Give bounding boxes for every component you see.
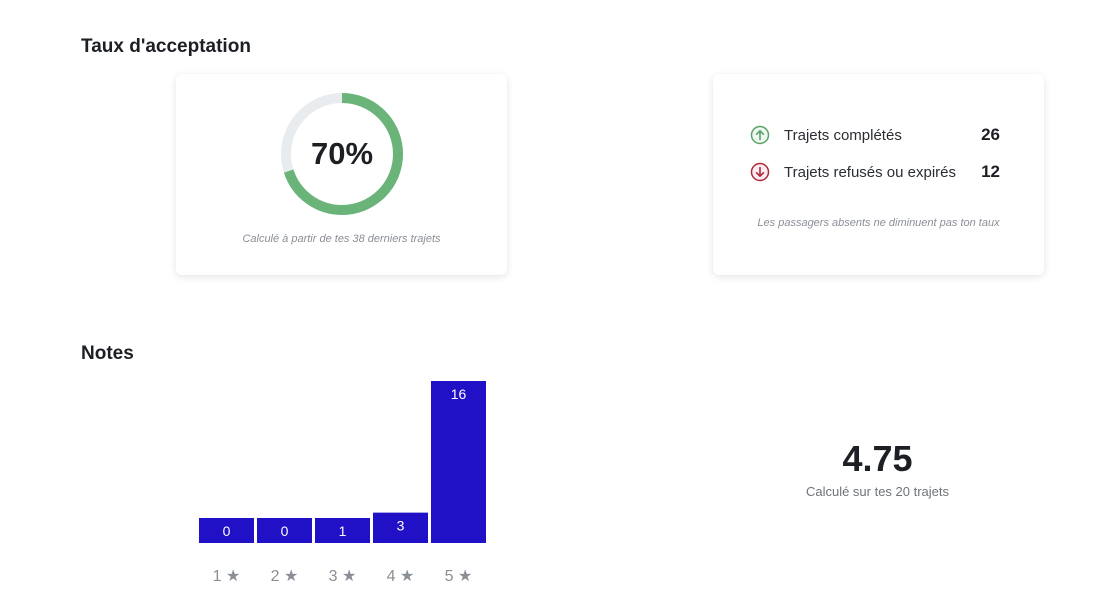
- rating-bar-label-4: 3: [397, 518, 405, 534]
- trip-stats-card: Trajets complétés 26 Trajets refusés ou …: [713, 74, 1044, 275]
- completed-trips-row: Trajets complétés 26: [750, 124, 1000, 146]
- arrow-up-circle-icon: [750, 125, 770, 145]
- refused-trips-label: Trajets refusés ou expirés: [784, 163, 957, 181]
- acceptance-rate-value: 70%: [310, 136, 374, 171]
- average-rating-value: 4.75: [842, 438, 913, 479]
- rating-tick-label-1: 1 ★: [213, 568, 241, 585]
- notes-section-title: Notes: [81, 343, 134, 364]
- acceptance-rate-gauge: [281, 93, 403, 215]
- arrow-down-circle-icon: [750, 162, 770, 182]
- rating-bar-2: [257, 518, 312, 543]
- acceptance-rate-card: 70% Calculé à partir de tes 38 derniers …: [176, 74, 507, 275]
- absent-passengers-note: Les passagers absents ne diminuent pas t…: [757, 217, 1000, 229]
- rating-bar-4: [373, 512, 428, 543]
- refused-trips-row: Trajets refusés ou expirés 12: [750, 161, 1000, 183]
- rating-tick-label-4: 4 ★: [387, 568, 415, 585]
- rating-bar-3: [315, 518, 370, 543]
- rating-bar-label-5: 16: [451, 386, 467, 402]
- average-rating-caption: Calculé sur tes 20 trajets: [805, 484, 950, 499]
- rating-tick-label-3: 3 ★: [329, 568, 357, 585]
- rating-bar-5: [431, 381, 486, 543]
- refused-trips-count: 12: [981, 162, 1000, 181]
- gauge-fill-arc: [281, 93, 403, 215]
- rating-bar-label-1: 0: [223, 523, 231, 539]
- ratings-distribution-chart: 0 1 ★ 0 2 ★ 1 3 ★ 3 4 ★ 16 5 ★: [199, 381, 486, 585]
- completed-trips-count: 26: [981, 125, 1000, 144]
- rating-bar-1: [199, 518, 254, 543]
- completed-trips-label: Trajets complétés: [784, 126, 902, 144]
- acceptance-section-title: Taux d'acceptation: [81, 36, 251, 57]
- rating-tick-label-2: 2 ★: [271, 568, 299, 585]
- rating-bar-label-3: 1: [339, 523, 347, 539]
- acceptance-rate-caption: Calculé à partir de tes 38 derniers traj…: [242, 233, 441, 245]
- rating-tick-label-5: 5 ★: [445, 568, 473, 585]
- rating-bar-label-2: 0: [281, 523, 289, 539]
